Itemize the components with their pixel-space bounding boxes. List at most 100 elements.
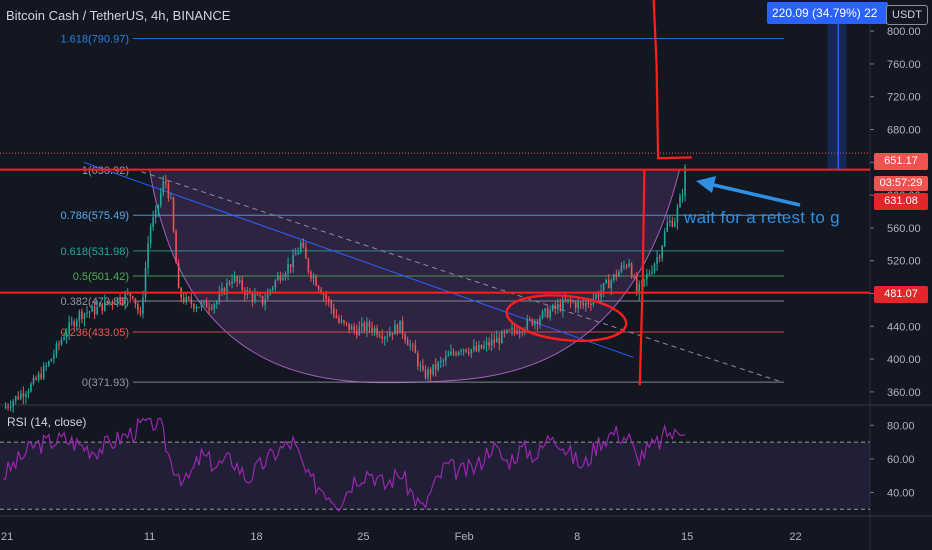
- candle-body: [162, 181, 165, 193]
- price-tick-label: 800.00: [887, 26, 921, 38]
- currency-unit-button[interactable]: USDT: [886, 5, 928, 25]
- candle-body: [221, 288, 223, 294]
- candle-body: [142, 297, 144, 314]
- candle-body: [516, 330, 518, 334]
- candle-body: [411, 344, 414, 346]
- candle-body: [338, 317, 340, 323]
- candle-body: [381, 336, 384, 339]
- candle-body: [350, 326, 353, 331]
- candle-body: [363, 322, 366, 331]
- candle-body: [124, 293, 126, 303]
- candle-body: [116, 297, 119, 305]
- candle-body: [483, 345, 485, 349]
- candle-body: [86, 312, 88, 314]
- candle-body: [17, 396, 20, 400]
- candle-body: [427, 369, 429, 378]
- candle-body: [541, 311, 544, 319]
- candle-body: [495, 337, 498, 343]
- candle-body: [577, 302, 579, 308]
- candle-body: [4, 406, 7, 409]
- trendline-blue[interactable]: [83, 161, 634, 358]
- candle-body: [30, 383, 32, 392]
- fib-label-0.5: 0.5(501.42): [73, 271, 129, 283]
- candle-body: [121, 302, 124, 304]
- candle-body: [467, 351, 470, 354]
- candle-body: [325, 294, 328, 299]
- breakout-circle[interactable]: [504, 290, 628, 346]
- price-tick-label: 760.00: [887, 59, 921, 71]
- candle-body: [432, 364, 434, 375]
- rsi-tick-label: 80.00: [887, 420, 915, 432]
- brush-vertical-upper[interactable]: [652, 0, 692, 160]
- candle-body: [48, 361, 50, 366]
- measure-label[interactable]: 220.09 (34.79%) 22: [767, 2, 888, 24]
- candle-body: [399, 320, 401, 334]
- candle-body: [154, 209, 157, 218]
- level-low-tag: 481.07: [874, 286, 928, 303]
- candle-body: [656, 257, 658, 264]
- candle-body: [261, 295, 264, 305]
- candle-body: [269, 289, 272, 293]
- candle-body: [396, 324, 399, 334]
- candle-body: [58, 343, 60, 345]
- bar-countdown-tag: 03:57:29: [874, 176, 928, 191]
- candle-body: [488, 342, 490, 346]
- candle-body: [539, 318, 541, 324]
- candle-body: [526, 318, 529, 330]
- candle-body: [70, 321, 73, 323]
- candle-body: [53, 354, 55, 359]
- candle-body: [501, 331, 503, 344]
- candle-body: [73, 321, 76, 327]
- candle-body: [88, 311, 91, 313]
- candle-body: [236, 276, 238, 282]
- candle-body: [549, 310, 551, 318]
- arrow-shaft[interactable]: [704, 181, 801, 207]
- rsi-line[interactable]: [2, 417, 686, 512]
- candle-body: [590, 304, 592, 306]
- candle-body: [442, 360, 445, 362]
- fib-label-0.236: 0.236(433.05): [61, 327, 130, 339]
- candle-body: [271, 287, 274, 290]
- candle-body: [376, 327, 378, 336]
- candle-body: [422, 365, 424, 371]
- candle-body: [340, 320, 343, 323]
- candle-body: [190, 298, 193, 305]
- candle-body: [294, 254, 297, 256]
- candle-body: [394, 324, 396, 335]
- candle-body: [65, 333, 68, 338]
- retest-annotation[interactable]: wait for a retest to g: [684, 208, 840, 227]
- candle-body: [149, 226, 152, 244]
- brush-vertical-lower[interactable]: [638, 170, 646, 386]
- candle-body: [241, 280, 244, 290]
- candle-body: [187, 297, 190, 299]
- candle-body: [238, 280, 241, 282]
- candle-body: [666, 222, 669, 232]
- candle-body: [450, 351, 452, 355]
- fib-label-1.618: 1.618(790.97): [61, 34, 130, 46]
- candle-body: [371, 327, 373, 332]
- price-tick-label: 720.00: [887, 92, 921, 104]
- candle-body: [417, 353, 419, 367]
- candle-body: [91, 306, 93, 312]
- candle-body: [572, 301, 574, 303]
- trendline-dashed[interactable]: [132, 168, 782, 383]
- candle-body: [233, 276, 236, 282]
- candle-body: [554, 305, 557, 309]
- candle-body: [210, 308, 213, 310]
- candle-body: [78, 311, 81, 321]
- candle-body: [455, 353, 457, 355]
- candle-body: [518, 331, 521, 334]
- candle-body: [613, 274, 615, 281]
- candle-body: [302, 242, 305, 248]
- candle-body: [607, 279, 610, 289]
- candle-body: [203, 300, 205, 304]
- candle-body: [358, 326, 361, 336]
- candle-body: [445, 356, 447, 361]
- candle-body: [292, 255, 294, 268]
- candle-body: [282, 277, 284, 281]
- time-tick-label: 21: [1, 531, 13, 543]
- candle-body: [567, 298, 569, 302]
- range-box[interactable]: [827, 10, 847, 170]
